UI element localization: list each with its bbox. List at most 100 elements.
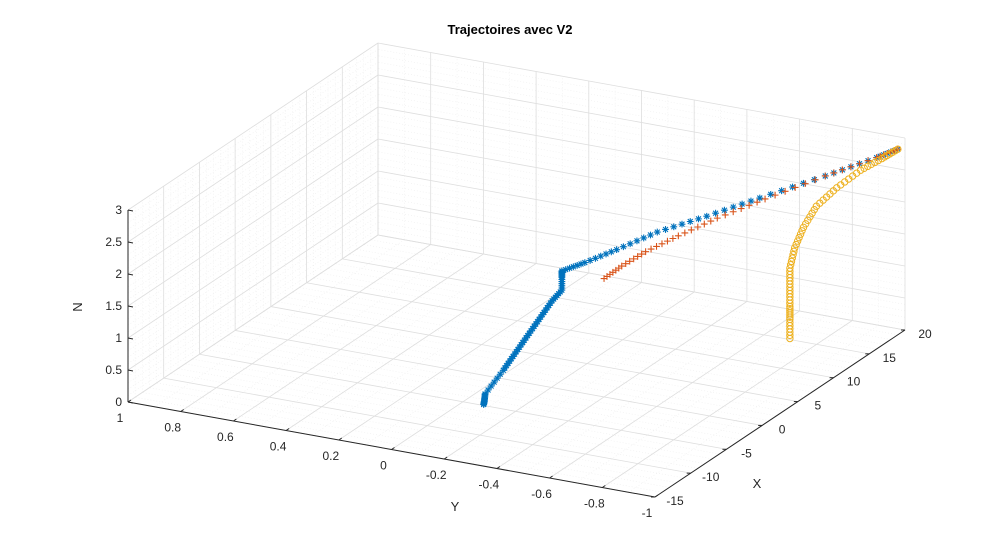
y-tick-label: 0.2 bbox=[322, 449, 339, 463]
data-point bbox=[647, 245, 655, 253]
data-point bbox=[674, 232, 682, 240]
data-point bbox=[581, 259, 589, 267]
y-tick bbox=[443, 456, 448, 460]
data-point bbox=[838, 166, 846, 174]
back-wall-grid-z bbox=[377, 42, 906, 139]
data-point bbox=[562, 266, 570, 273]
data-point bbox=[620, 243, 627, 251]
y-tick-label: 0 bbox=[380, 459, 387, 473]
data-point bbox=[781, 187, 789, 195]
data-point bbox=[622, 260, 630, 268]
data-point bbox=[867, 160, 875, 169]
data-point bbox=[821, 172, 829, 180]
left-wall-grid-z bbox=[127, 234, 379, 403]
data-point bbox=[602, 250, 610, 258]
z-tick bbox=[127, 273, 134, 276]
series-2 bbox=[600, 145, 902, 282]
data-point bbox=[638, 250, 646, 258]
floor-grid-y bbox=[443, 291, 695, 460]
data-point bbox=[662, 226, 669, 233]
data-point bbox=[713, 214, 721, 222]
data-point bbox=[642, 248, 650, 256]
left-wall-minor-grid-z bbox=[127, 177, 379, 345]
y-axis-label: Y bbox=[451, 499, 460, 514]
data-point bbox=[703, 212, 711, 220]
data-point bbox=[687, 226, 695, 234]
y-tick bbox=[602, 485, 606, 488]
data-point bbox=[721, 206, 728, 214]
z-tick bbox=[127, 209, 134, 212]
floor-minor-grid-y bbox=[523, 306, 774, 474]
x-tick-label: -15 bbox=[666, 494, 684, 508]
floor-grid-y bbox=[549, 310, 800, 479]
z-tick-label: 1.5 bbox=[105, 299, 122, 313]
y-tick bbox=[549, 475, 553, 479]
left-wall-grid-z bbox=[127, 170, 379, 339]
data-point bbox=[707, 217, 715, 225]
x-tick-label: 0 bbox=[779, 422, 786, 436]
data-point bbox=[860, 164, 868, 172]
left-wall-minor-grid-z bbox=[127, 157, 379, 326]
left-wall-minor-grid-z bbox=[127, 164, 379, 332]
data-point bbox=[747, 197, 755, 205]
data-point bbox=[756, 194, 764, 202]
floor-minor-grid-y bbox=[259, 258, 510, 426]
data-point bbox=[592, 254, 599, 262]
data-point bbox=[484, 386, 492, 394]
data-point bbox=[771, 191, 779, 199]
data-point bbox=[487, 382, 495, 390]
data-point bbox=[490, 378, 498, 386]
x-tick-label: -10 bbox=[702, 470, 720, 484]
data-point bbox=[640, 234, 648, 242]
data-point bbox=[569, 263, 577, 271]
left-wall-minor-grid-z bbox=[127, 93, 379, 262]
y-tick bbox=[180, 409, 184, 412]
back-wall-grid-z bbox=[377, 74, 906, 171]
y-tick-label: -0.8 bbox=[584, 497, 605, 511]
y-tick bbox=[338, 437, 343, 441]
data-point bbox=[607, 248, 615, 256]
x-tick-label: 20 bbox=[918, 327, 932, 341]
data-point bbox=[634, 253, 642, 260]
data-point bbox=[790, 244, 799, 252]
data-point bbox=[856, 160, 863, 168]
data-point bbox=[613, 246, 621, 254]
data-point bbox=[786, 313, 794, 321]
y-tick-label: -0.2 bbox=[426, 468, 447, 482]
y-tick-label: 1 bbox=[117, 411, 124, 425]
data-point bbox=[786, 334, 794, 343]
data-point bbox=[600, 275, 608, 282]
data-point bbox=[793, 237, 802, 245]
data-point bbox=[796, 230, 805, 238]
data-point bbox=[786, 311, 794, 319]
floor-minor-grid-y bbox=[470, 296, 721, 464]
data-point bbox=[630, 255, 638, 263]
left-wall-minor-grid-z bbox=[127, 113, 379, 281]
z-tick bbox=[127, 337, 134, 340]
x-tick-label: -5 bbox=[741, 446, 752, 460]
left-wall-minor-grid-z bbox=[127, 209, 379, 377]
data-point bbox=[694, 223, 702, 231]
left-wall-grid-z bbox=[127, 202, 379, 371]
data-point bbox=[480, 401, 488, 408]
floor-minor-grid-y bbox=[206, 249, 458, 417]
z-tick-label: 0.5 bbox=[105, 363, 122, 377]
floor-minor-grid-y bbox=[417, 287, 669, 455]
z-tick bbox=[127, 401, 134, 404]
floor-grid-y bbox=[602, 320, 853, 488]
z-tick bbox=[127, 241, 134, 244]
z-tick-label: 2.5 bbox=[105, 235, 122, 249]
data-point bbox=[847, 163, 855, 171]
x-tick-label: 10 bbox=[847, 375, 861, 389]
data-point bbox=[729, 208, 737, 216]
y-tick-label: -0.6 bbox=[531, 487, 552, 501]
back-wall-grid-z bbox=[377, 138, 906, 235]
left-wall-minor-grid-z bbox=[127, 132, 379, 300]
left-wall-minor-grid-z bbox=[127, 228, 379, 396]
y-tick bbox=[391, 447, 395, 450]
axes-layer: 1 0.8 0.6 0.4 0.2 0 -0.2 -0.4 -0.6 -0.8 -1 -15 -10 -5… bbox=[105, 203, 932, 520]
data-point bbox=[788, 254, 796, 262]
y-tick-label: 0.6 bbox=[217, 430, 234, 444]
floor-grid-y bbox=[391, 282, 642, 450]
left-wall-grid-z bbox=[127, 138, 379, 307]
